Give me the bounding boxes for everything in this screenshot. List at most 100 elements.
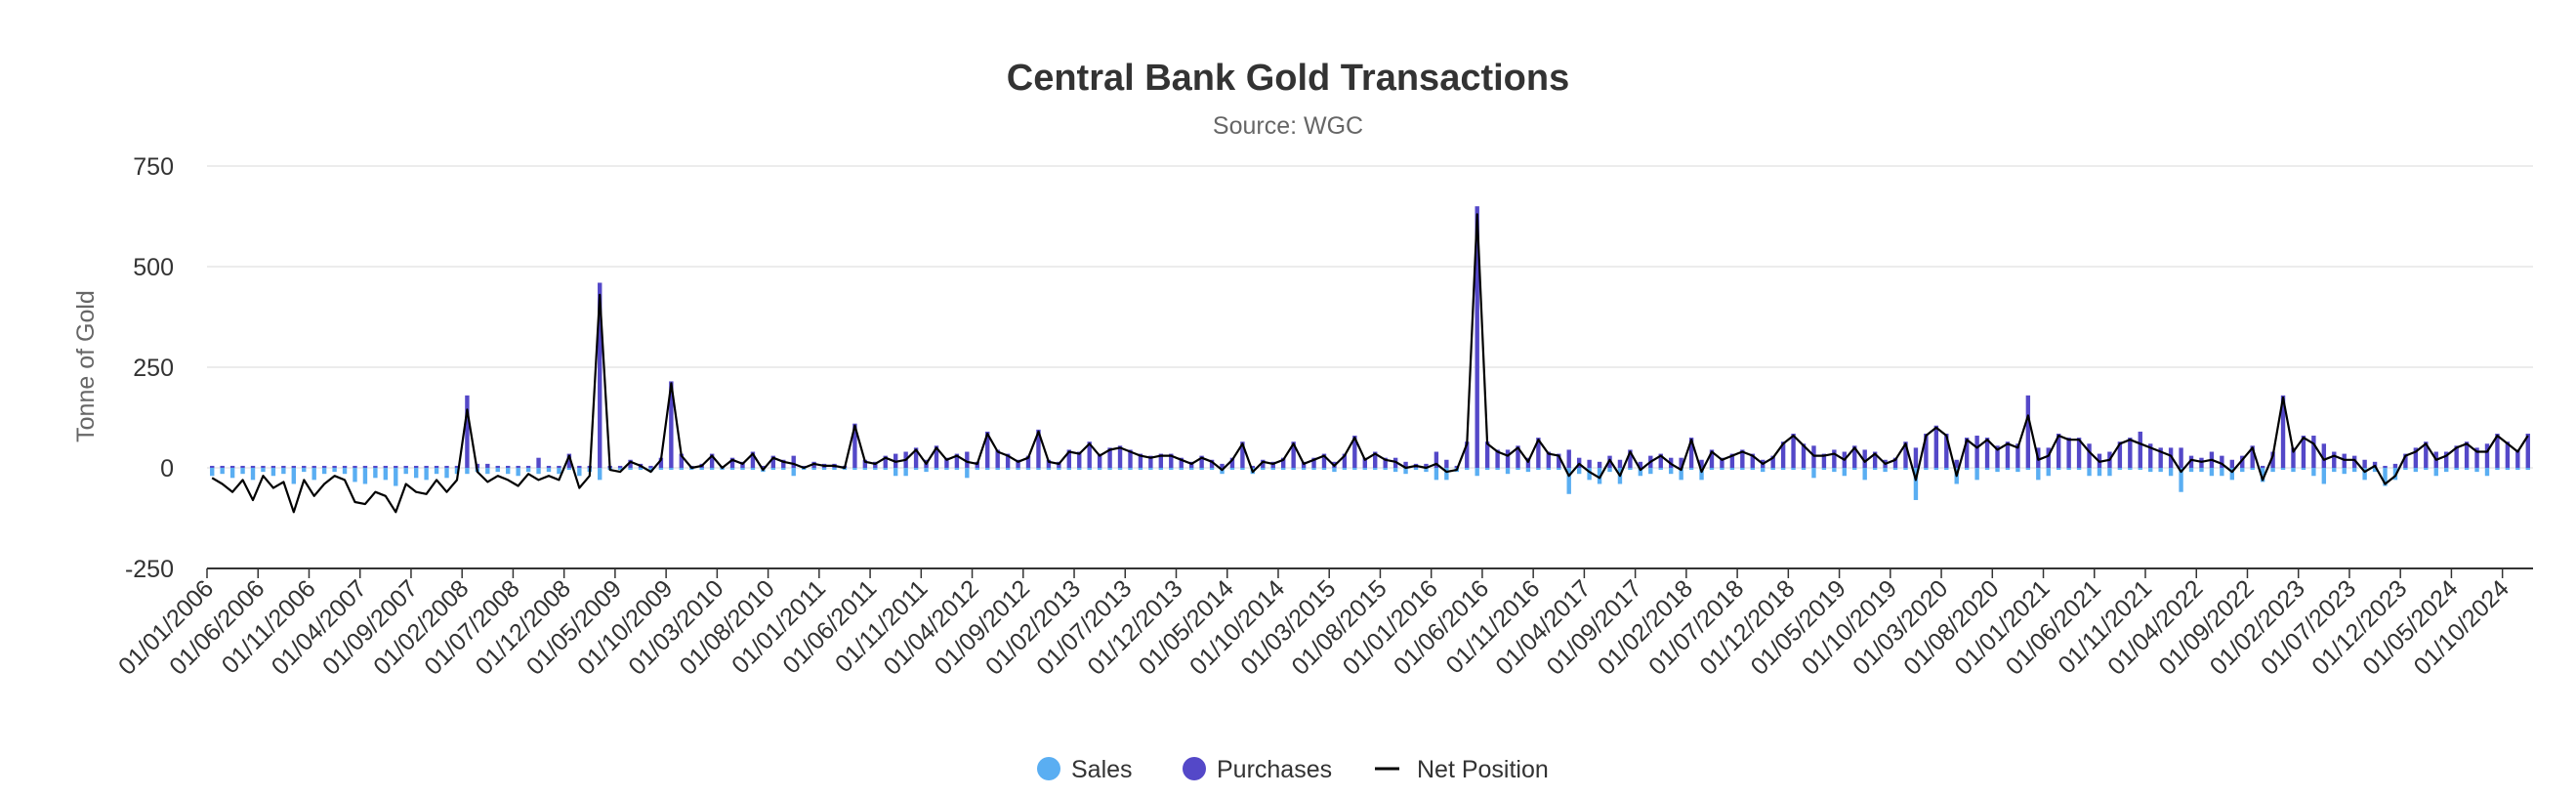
purchases-bar bbox=[1679, 457, 1683, 468]
sales-bar bbox=[1087, 468, 1092, 471]
sales-bar bbox=[1607, 468, 1612, 473]
purchases-bar bbox=[210, 465, 215, 468]
sales-bar bbox=[1516, 468, 1520, 471]
sales-bar bbox=[1944, 468, 1949, 471]
sales-bar bbox=[1352, 468, 1357, 471]
purchases-bar bbox=[1005, 453, 1011, 468]
purchases-bar bbox=[413, 465, 419, 468]
purchases-bar bbox=[1892, 457, 1898, 468]
sales-bar bbox=[1576, 468, 1582, 475]
sales-bar bbox=[1179, 468, 1184, 471]
purchases-bar bbox=[2179, 447, 2183, 468]
legend-item-sales[interactable]: Sales bbox=[1037, 756, 1133, 783]
purchases-bar bbox=[1077, 451, 1082, 468]
sales-bar bbox=[873, 468, 878, 471]
purchases-bar bbox=[312, 465, 316, 468]
purchases-bar bbox=[291, 465, 296, 468]
sales-bar bbox=[832, 468, 837, 471]
sales-bar bbox=[2107, 468, 2112, 477]
purchases-bar bbox=[965, 451, 970, 468]
purchases-bar bbox=[1373, 451, 1378, 468]
sales-bar bbox=[985, 468, 990, 471]
y-tick-label: 0 bbox=[160, 455, 174, 482]
purchases-bar bbox=[709, 453, 715, 468]
purchases-bar bbox=[1128, 449, 1133, 468]
sales-bar bbox=[2444, 468, 2449, 473]
sales-bar bbox=[1688, 468, 1694, 471]
purchases-bar bbox=[1791, 433, 1796, 468]
sales-bar bbox=[740, 468, 745, 471]
purchases-bar bbox=[934, 445, 939, 468]
purchases-bar bbox=[1740, 449, 1745, 468]
purchases-bar bbox=[2301, 436, 2306, 468]
purchases-bar bbox=[944, 457, 949, 468]
sales-bar bbox=[1444, 468, 1449, 481]
purchases-bar bbox=[1924, 433, 1929, 468]
sales-bar bbox=[811, 468, 816, 471]
purchases-bar bbox=[2291, 447, 2296, 468]
sales-bar bbox=[648, 468, 653, 473]
legend-item-purchases[interactable]: Purchases bbox=[1183, 756, 1332, 783]
sales-bar bbox=[2138, 468, 2142, 471]
legend-sales-label: Sales bbox=[1071, 756, 1133, 783]
purchases-bar bbox=[1699, 459, 1704, 468]
purchases-bar bbox=[1403, 461, 1408, 468]
sales-bar bbox=[2179, 468, 2183, 492]
sales-bar bbox=[2311, 468, 2316, 477]
sales-bar bbox=[2128, 468, 2133, 471]
sales-bar bbox=[1362, 468, 1367, 471]
sales-bar bbox=[1148, 468, 1153, 471]
purchases-bar bbox=[1872, 451, 1878, 468]
sales-bar bbox=[617, 468, 623, 471]
sales-bar bbox=[852, 468, 857, 471]
purchases-bar bbox=[1638, 461, 1643, 468]
sales-bar bbox=[995, 468, 1000, 471]
purchases-bar bbox=[1505, 449, 1511, 468]
sales-bar bbox=[1484, 468, 1490, 471]
sales-bar bbox=[444, 468, 449, 479]
sales-bar bbox=[1913, 468, 1919, 500]
purchases-bar bbox=[1587, 459, 1592, 468]
sales-bar bbox=[1261, 468, 1266, 471]
sales-bar bbox=[281, 468, 286, 475]
sales-bar bbox=[1903, 468, 1908, 471]
sales-bar bbox=[770, 468, 776, 471]
sales-bar bbox=[1311, 468, 1316, 471]
purchases-bar bbox=[2046, 447, 2051, 468]
sales-bar bbox=[2250, 468, 2255, 471]
sales-bar bbox=[1373, 468, 1378, 471]
purchases-bar bbox=[2515, 449, 2520, 468]
sales-bar bbox=[2270, 468, 2275, 473]
sales-bar bbox=[536, 468, 541, 475]
sales-bar bbox=[261, 468, 266, 473]
purchases-bar bbox=[353, 465, 357, 468]
sales-bar bbox=[577, 468, 582, 477]
sales-bar bbox=[1811, 468, 1816, 479]
purchases-bar bbox=[2383, 465, 2388, 468]
purchases-bar bbox=[1628, 449, 1633, 468]
sales-bar bbox=[2484, 468, 2490, 477]
purchases-bar bbox=[546, 465, 552, 468]
purchases-bar bbox=[1617, 459, 1623, 468]
purchases-bar bbox=[220, 465, 225, 468]
sales-bar bbox=[403, 468, 408, 475]
y-tick-label: 500 bbox=[133, 254, 174, 281]
sales-bar bbox=[1709, 468, 1715, 471]
sales-bar bbox=[1842, 468, 1847, 477]
net-position-line bbox=[211, 213, 2529, 514]
purchases-bar bbox=[1148, 455, 1153, 468]
purchases-bar bbox=[2168, 447, 2174, 468]
legend-item-net-position[interactable]: Net Position bbox=[1375, 756, 1549, 783]
sales-bar bbox=[240, 468, 245, 475]
purchases-bar bbox=[321, 465, 327, 468]
purchases-bar bbox=[250, 465, 256, 468]
sales-bar bbox=[2057, 468, 2061, 471]
sales-bar bbox=[1117, 468, 1123, 471]
sales-bar bbox=[893, 468, 898, 477]
sales-bar bbox=[1321, 468, 1327, 471]
purchases-bar bbox=[383, 465, 389, 468]
purchases-bar bbox=[2525, 433, 2530, 468]
sales-bar bbox=[944, 468, 949, 471]
sales-bar bbox=[506, 468, 511, 475]
